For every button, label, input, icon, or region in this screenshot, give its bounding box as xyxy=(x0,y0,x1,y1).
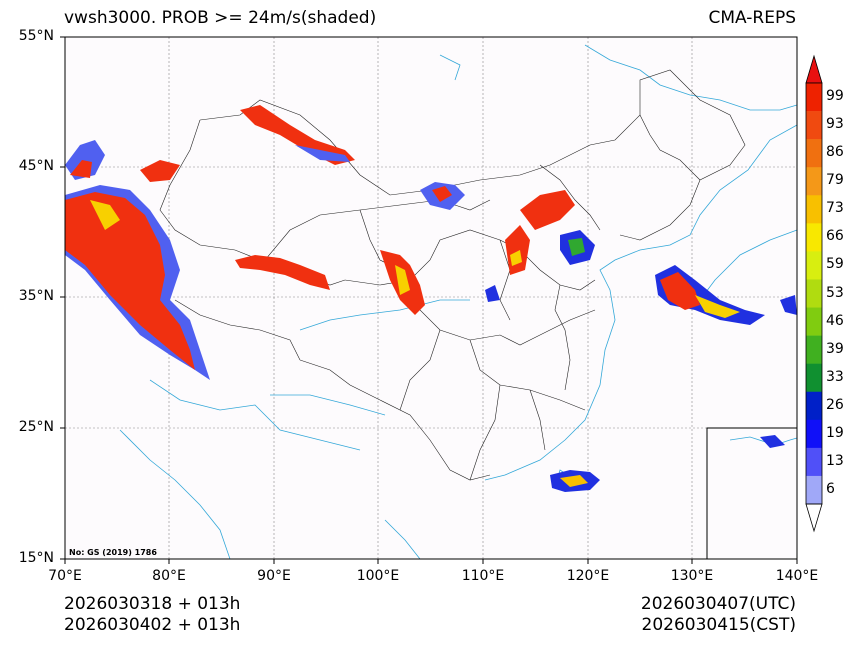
lon-tick: 130°E xyxy=(670,568,714,584)
lon-tick: 120°E xyxy=(566,568,610,584)
colorbar-block xyxy=(806,475,822,505)
colorbar-block xyxy=(806,167,822,196)
colorbar-block xyxy=(806,195,822,224)
colorbar-bottom-arrow xyxy=(805,503,823,533)
valid-time-utc: 2026030407(UTC) xyxy=(640,594,796,614)
colorbar-block xyxy=(806,279,822,308)
colorbar-label: 99 xyxy=(826,88,844,104)
lat-tick: 55°N xyxy=(18,28,54,44)
inset-map xyxy=(706,427,798,560)
lat-tick: 35°N xyxy=(18,288,54,304)
chart-title: vwsh3000. PROB >= 24m/s(shaded) xyxy=(64,8,377,28)
lon-tick: 110°E xyxy=(461,568,505,584)
colorbar-block xyxy=(806,223,822,252)
colorbar-label: 46 xyxy=(826,312,844,329)
colorbar-label: 59 xyxy=(826,256,844,273)
lat-tick: 15°N xyxy=(18,550,54,566)
colorbar-block xyxy=(806,251,822,280)
colorbar-label: 6 xyxy=(826,481,835,497)
colorbar-block xyxy=(806,363,822,393)
colorbar-block xyxy=(806,391,822,421)
colorbar-label: 86 xyxy=(826,144,844,161)
coastline-rivers xyxy=(119,44,798,560)
model-name: CMA-REPS xyxy=(708,8,796,28)
colorbar-block xyxy=(806,83,822,112)
colorbar-block xyxy=(806,335,822,364)
lon-tick: 70°E xyxy=(48,568,82,584)
colorbar-block xyxy=(806,111,822,140)
colorbar xyxy=(805,54,823,533)
colorbar-top-arrow xyxy=(805,54,823,84)
lon-tick: 90°E xyxy=(257,568,291,584)
map-border xyxy=(64,36,798,560)
colorbar-block xyxy=(806,139,822,168)
map-approval-note: No: GS (2019) 1786 xyxy=(69,548,157,557)
colorbar-label: 19 xyxy=(826,424,844,441)
colorbar-label: 13 xyxy=(826,452,844,469)
init-time-cst: 2026030402 + 013h xyxy=(64,615,241,635)
borders xyxy=(159,69,746,481)
colorbar-block xyxy=(806,447,822,477)
colorbar-label: 33 xyxy=(826,368,844,385)
lat-tick: 25°N xyxy=(18,419,54,435)
colorbar-block xyxy=(806,419,822,449)
init-time-utc: 2026030318 + 013h xyxy=(64,594,241,614)
colorbar-label: 93 xyxy=(826,116,844,133)
colorbar-label: 53 xyxy=(826,284,844,301)
colorbar-label: 26 xyxy=(826,396,844,413)
valid-time-cst: 2026030415(CST) xyxy=(641,615,796,635)
colorbar-label: 66 xyxy=(826,228,844,245)
colorbar-label: 73 xyxy=(826,200,844,217)
lat-tick: 45°N xyxy=(18,158,54,174)
lon-tick: 100°E xyxy=(356,568,400,584)
colorbar-block xyxy=(806,307,822,336)
lon-tick: 140°E xyxy=(775,568,819,584)
colorbar-label: 79 xyxy=(826,172,844,189)
colorbar-label: 39 xyxy=(826,340,844,357)
tick-marks xyxy=(60,36,798,564)
lon-tick: 80°E xyxy=(152,568,186,584)
probability-shading xyxy=(65,105,797,492)
